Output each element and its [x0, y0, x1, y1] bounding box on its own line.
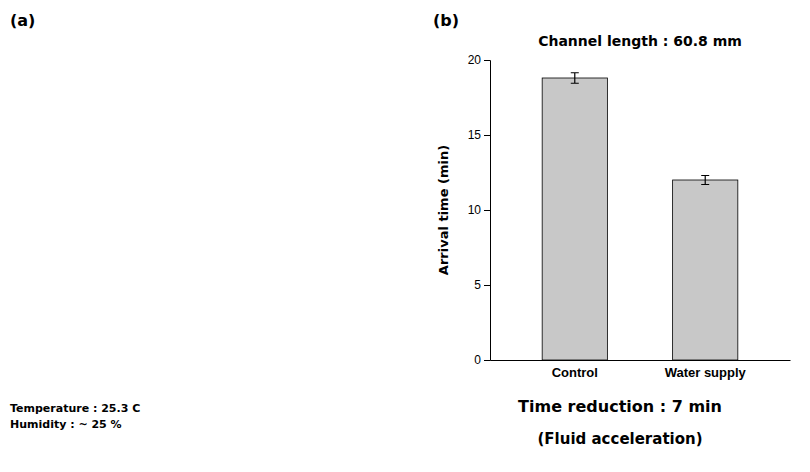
y-tick: 15 [468, 128, 490, 142]
y-tick-mark [484, 210, 490, 211]
y-tick-mark [484, 60, 490, 61]
error-bar-line [571, 73, 579, 84]
subtitle: Time reduction : 7 min [518, 397, 722, 416]
y-tick-label: 15 [468, 128, 482, 142]
y-axis: 0 5 10 15 20 [468, 53, 491, 367]
x-tick: Water supply [665, 365, 747, 380]
x-tick-label: Control [552, 365, 598, 380]
y-tick: 5 [474, 278, 490, 292]
bar [542, 78, 607, 360]
bar [673, 180, 738, 360]
y-tick: 0 [474, 353, 490, 367]
chart-title: Channel length : 60.8 mm [538, 33, 742, 49]
y-tick-mark [484, 285, 490, 286]
error-bar [701, 176, 709, 185]
x-axis: Control Water supply [491, 361, 791, 381]
y-axis-title: Arrival time (min) [436, 145, 451, 275]
y-tick-mark [484, 135, 490, 136]
chart-svg: 0 5 10 15 20 Control Water supply Channel lengt… [0, 0, 810, 472]
y-tick-label: 0 [474, 353, 481, 367]
y-tick-mark [484, 360, 490, 361]
plot-area [542, 73, 738, 360]
annotation: Humidity : ~ 25 % [10, 418, 122, 431]
annotation: (b) [433, 11, 459, 30]
x-tick: Control [552, 365, 598, 380]
annotation: (a) [10, 11, 35, 30]
error-bar-line [701, 176, 709, 185]
error-bar [571, 73, 579, 84]
y-axis-line [484, 61, 491, 361]
subtitle: (Fluid acceleration) [537, 430, 702, 448]
y-tick: 10 [468, 203, 490, 217]
x-tick-label: Water supply [665, 365, 747, 380]
y-tick-label: 20 [468, 53, 482, 67]
y-tick-label: 10 [468, 203, 482, 217]
y-tick-label: 5 [474, 278, 481, 292]
annotation: Temperature : 25.3 C [10, 402, 140, 415]
y-tick: 20 [468, 53, 490, 67]
x-axis-line [491, 360, 791, 361]
